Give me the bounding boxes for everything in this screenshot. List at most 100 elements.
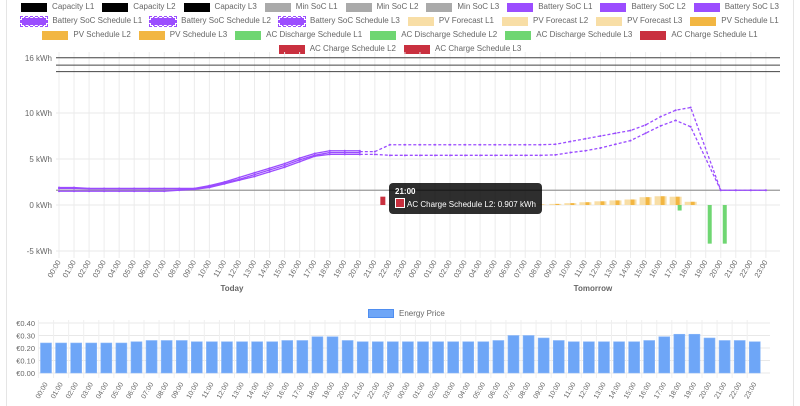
legend-item[interactable]: Battery SoC L3 <box>693 2 779 12</box>
price-x-tick-label: 18:00 <box>668 381 683 400</box>
legend-label: Capacity L1 <box>52 2 95 11</box>
x-tick-label: 01:00 <box>422 259 439 280</box>
price-bar <box>552 340 565 374</box>
price-x-tick-label: 11:00 <box>201 381 216 399</box>
point-battery-soc-schedule-l2 <box>434 154 436 157</box>
legend-swatch <box>502 16 528 26</box>
price-bar <box>703 337 716 374</box>
legend-item[interactable]: Battery SoC Schedule L2 <box>149 15 271 27</box>
price-bar <box>281 340 294 374</box>
price-x-tick-label: 14:00 <box>608 381 623 400</box>
legend-swatch <box>42 30 69 40</box>
point-battery-soc-l1 <box>328 149 331 152</box>
legend-swatch <box>149 15 178 27</box>
legend-label: Capacity L2 <box>133 2 176 11</box>
legend-item[interactable]: AC Discharge Schedule L2 <box>370 30 497 40</box>
legend-item[interactable]: AC Charge Schedule L3 <box>404 44 521 54</box>
price-bar <box>462 341 475 374</box>
legend-item[interactable]: Capacity L2 <box>102 2 176 12</box>
point-battery-soc-schedule-l1 <box>373 150 376 153</box>
price-bar <box>718 340 731 374</box>
legend-swatch <box>21 2 48 12</box>
legend-swatch <box>507 2 534 12</box>
legend-label: PV Forecast L3 <box>627 16 683 25</box>
price-bar <box>402 341 414 374</box>
point-battery-soc-schedule-l2 <box>584 149 587 152</box>
legend-item[interactable]: Capacity L3 <box>183 2 257 12</box>
x-tick-label: 23:00 <box>391 259 408 280</box>
x-tick-label: 11:00 <box>572 259 589 279</box>
point-battery-soc-l3 <box>118 190 121 193</box>
legend-item[interactable]: AC Discharge Schedule L3 <box>505 30 632 40</box>
price-bar <box>688 333 701 374</box>
legend-label: Battery SoC Schedule L1 <box>52 16 143 25</box>
legend-item[interactable]: Battery SoC L2 <box>600 2 686 12</box>
x-tick-label: 04:00 <box>106 259 123 280</box>
x-tick-label: 21:00 <box>722 259 739 280</box>
price-x-tick-label: 16:00 <box>638 381 653 400</box>
point-battery-soc-schedule-l2 <box>418 154 421 157</box>
point-battery-soc-schedule-l2 <box>674 119 677 122</box>
price-bar <box>733 340 746 374</box>
bar-ac-discharge-schedule-l2 <box>722 205 727 244</box>
point-battery-soc-schedule-l1 <box>403 143 406 146</box>
price-x-tick-label: 06:00 <box>487 381 502 400</box>
legend-label: Min SoC L3 <box>457 2 500 11</box>
legend-item[interactable]: AC Discharge Schedule L1 <box>235 30 362 40</box>
legend-item[interactable]: Capacity L1 <box>21 2 94 12</box>
point-battery-soc-l2 <box>283 164 286 167</box>
x-tick-label: 15:00 <box>271 259 288 280</box>
x-tick-label: 16:00 <box>286 259 303 280</box>
point-battery-soc-schedule-l1 <box>629 129 632 132</box>
legend-item[interactable]: AC Charge Schedule L2 <box>278 44 396 54</box>
bar-pv-schedule-l1 <box>675 196 680 205</box>
legend-swatch <box>426 2 453 12</box>
point-battery-soc-l3 <box>253 175 256 178</box>
point-battery-soc-l3 <box>133 190 136 193</box>
point-battery-soc-schedule-l1 <box>509 143 512 146</box>
point-battery-soc-l1 <box>268 167 271 170</box>
legend-label: PV Forecast L2 <box>533 16 589 25</box>
legend-item[interactable]: PV Forecast L2 <box>502 16 588 26</box>
price-x-tick-label: 04:00 <box>457 381 472 400</box>
price-bar <box>567 341 580 374</box>
legend-item[interactable]: AC Charge Schedule L1 <box>640 30 758 40</box>
x-tick-label: 00:00 <box>407 259 424 280</box>
legend-item[interactable]: PV Schedule L3 <box>138 30 227 40</box>
legend-item[interactable]: PV Forecast L3 <box>596 16 682 26</box>
legend-item[interactable]: Battery SoC L1 <box>507 2 592 12</box>
point-battery-soc-schedule-l1 <box>539 143 542 146</box>
legend-swatch <box>264 2 291 12</box>
point-battery-soc-schedule-l1 <box>464 143 467 146</box>
price-bar <box>371 341 384 374</box>
x-tick-label: 17:00 <box>301 259 318 280</box>
bar-pv-schedule-l1 <box>555 203 560 205</box>
point-battery-soc-l2 <box>178 187 181 190</box>
price-x-tick-label: 01:00 <box>412 381 427 400</box>
legend-label: Battery SoC L3 <box>724 2 779 11</box>
point-battery-soc-schedule-l2 <box>494 154 497 157</box>
legend-item[interactable]: PV Schedule L1 <box>690 16 779 26</box>
price-bar <box>477 341 490 374</box>
legend-label: AC Charge Schedule L2 <box>309 44 396 53</box>
price-bar <box>85 342 98 374</box>
bar-pv-schedule-l1 <box>600 201 605 205</box>
legend-item[interactable]: Min SoC L2 <box>345 2 419 12</box>
price-bar <box>613 341 625 374</box>
legend-item-energy-price[interactable]: Energy Price <box>368 309 445 318</box>
point-battery-soc-l2 <box>133 187 136 190</box>
legend-label: Min SoC L2 <box>376 2 419 11</box>
point-battery-soc-l1 <box>283 162 286 165</box>
legend-item[interactable]: Battery SoC Schedule L3 <box>278 15 400 27</box>
legend-item[interactable]: PV Schedule L2 <box>42 30 131 40</box>
legend-item[interactable]: Min SoC L1 <box>264 2 338 12</box>
y-tick-label: 5 kWh <box>29 155 52 164</box>
point-battery-soc-schedule-l2 <box>629 139 632 142</box>
legend-swatch <box>278 15 307 27</box>
legend-item[interactable]: PV Forecast L1 <box>407 16 494 26</box>
legend-item[interactable]: Battery SoC Schedule L1 <box>20 15 143 27</box>
point-battery-soc-schedule-l1 <box>599 135 602 137</box>
price-bar <box>251 341 263 374</box>
legend-item[interactable]: Min SoC L3 <box>426 2 499 12</box>
price-bar <box>296 340 309 374</box>
